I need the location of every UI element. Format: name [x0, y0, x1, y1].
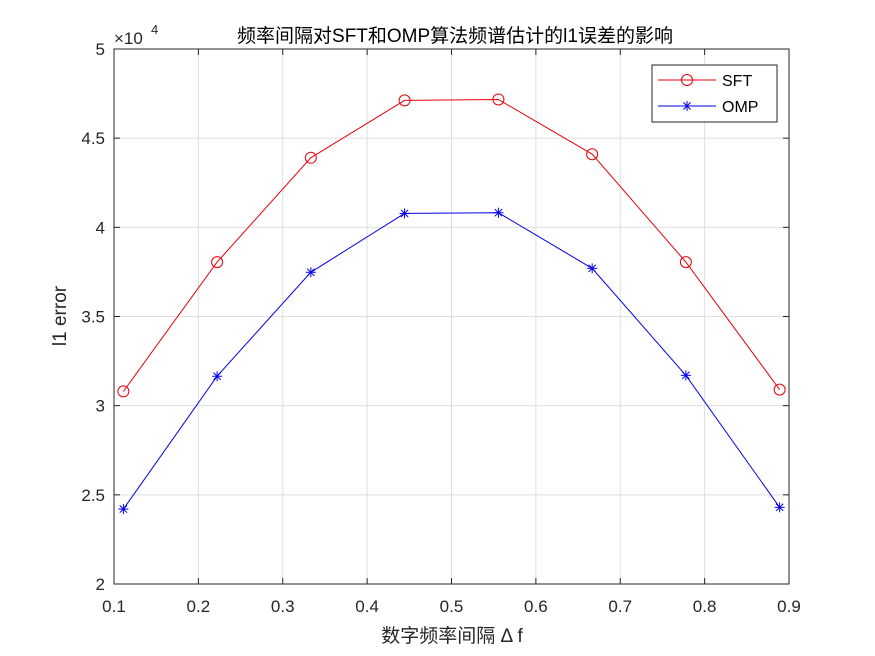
y-tick-label: 3.5: [81, 308, 105, 327]
x-tick-label: 0.5: [440, 597, 464, 616]
chart-title: 频率间隔对SFT和OMP算法频谱估计的l1误差的影响: [237, 25, 673, 47]
data-point-omp: [587, 263, 598, 274]
x-tick-label: 0.8: [693, 597, 717, 616]
data-point-sft: [117, 385, 130, 398]
y-tick-label: 2: [96, 575, 105, 594]
data-point-sft: [211, 256, 224, 269]
y-tick-label: 4.5: [81, 129, 105, 148]
data-point-omp: [680, 370, 691, 381]
x-tick-label: 0.4: [355, 597, 379, 616]
data-point-omp: [399, 208, 410, 219]
y-exponent-power: 4: [151, 22, 158, 37]
x-tick-label: 0.6: [524, 597, 548, 616]
legend: SFT OMP: [651, 64, 778, 123]
data-point-omp: [305, 267, 316, 278]
data-point-omp: [493, 207, 504, 218]
axis-ticks: 0.1 0.2 0.3 0.4 0.5 0.6 0.7 0.8 0.9 2 2.5 3 3.5 4 4.5 5: [81, 40, 800, 616]
y-tick-label: 2.5: [81, 486, 105, 505]
y-tick-label: 5: [96, 40, 105, 59]
y-tick-label: 4: [96, 218, 105, 237]
data-point-sft: [586, 148, 599, 161]
legend-marker-omp: [682, 101, 692, 111]
series-line-sft: [122, 98, 781, 392]
data-point-sft: [492, 93, 505, 106]
series-line-omp: [122, 212, 781, 510]
x-tick-label: 0.3: [271, 597, 295, 616]
data-point-sft: [304, 151, 317, 164]
series-layer: [117, 93, 786, 515]
legend-label-sft: SFT: [722, 73, 752, 90]
legend-label-omp: OMP: [722, 99, 758, 116]
data-point-omp: [212, 371, 223, 382]
x-tick-label: 0.7: [608, 597, 632, 616]
legend-marker-sft: [681, 74, 693, 86]
data-point-sft: [398, 94, 411, 107]
x-axis-title: 数字频率间隔 Δ f: [381, 625, 523, 647]
data-point-omp: [774, 502, 785, 513]
data-point-sft: [679, 256, 692, 269]
legend-box: [651, 64, 778, 123]
data-point-omp: [118, 504, 129, 515]
data-point-sft: [773, 383, 786, 396]
x-tick-label: 0.2: [187, 597, 211, 616]
x-tick-label: 0.9: [777, 597, 801, 616]
y-axis-title: l1 error: [50, 285, 71, 346]
y-exponent-base: ×10: [114, 29, 143, 48]
y-tick-label: 3: [96, 397, 105, 416]
legend-asterisk: [682, 101, 692, 111]
x-tick-label: 0.1: [102, 597, 126, 616]
